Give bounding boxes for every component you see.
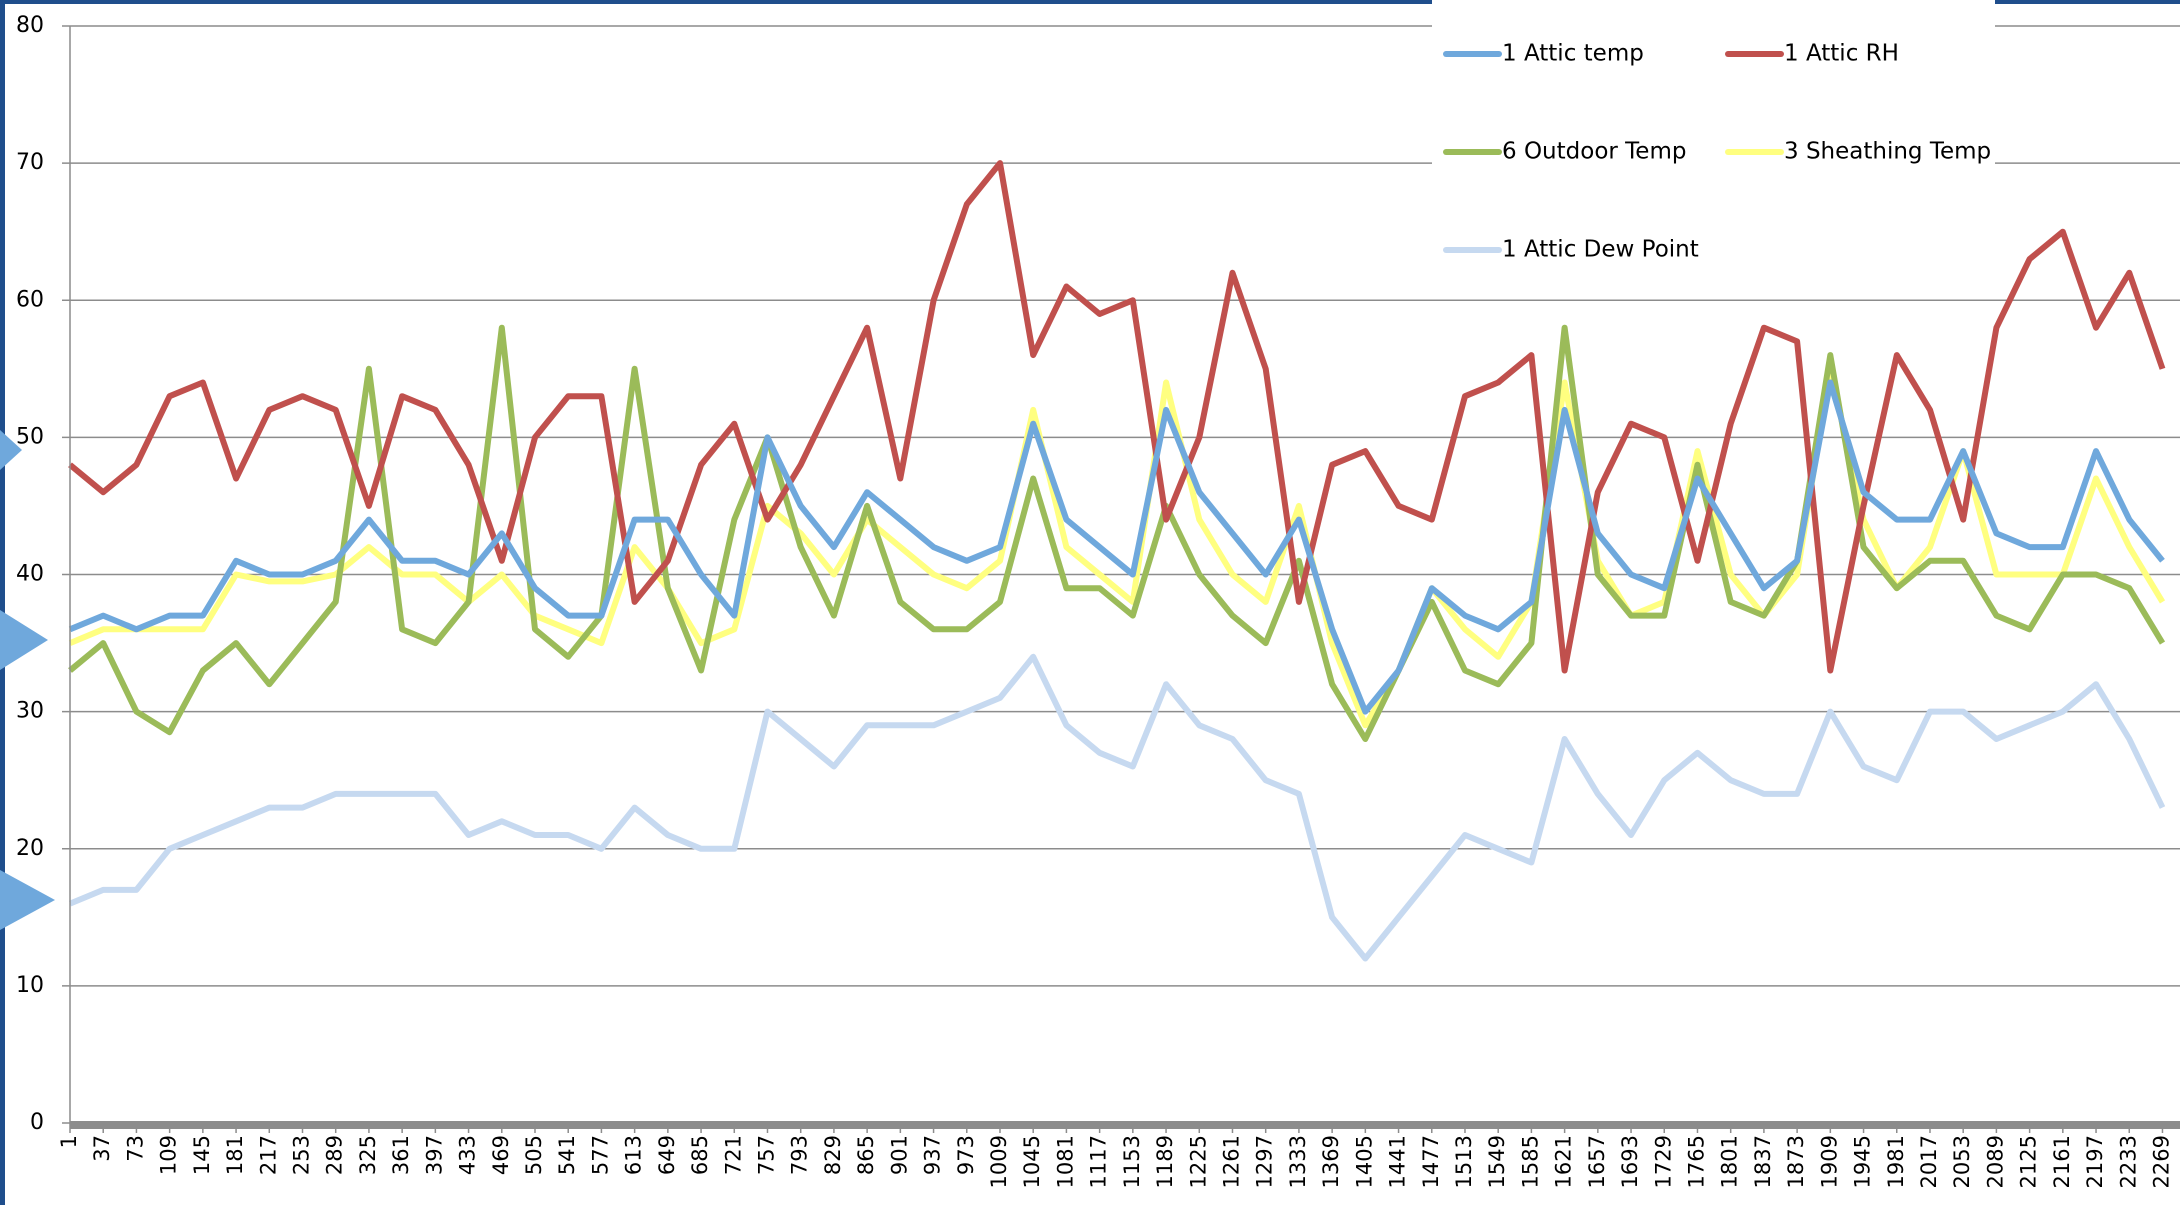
x-tick-label: 793: [788, 1135, 812, 1175]
left-border: [0, 0, 5, 1205]
x-tick-label: 577: [588, 1135, 612, 1175]
x-tick-label: 1801: [1718, 1135, 1742, 1188]
x-tick-label: 829: [821, 1135, 845, 1175]
x-tick-label: 1297: [1253, 1135, 1277, 1188]
y-tick-label: 40: [16, 562, 44, 587]
x-tick-label: 2053: [1950, 1135, 1974, 1188]
y-tick-label: 0: [30, 1110, 44, 1135]
x-tick-label: 361: [389, 1135, 413, 1175]
x-tick-label: 397: [422, 1135, 446, 1175]
x-tick-label: 1513: [1452, 1135, 1476, 1188]
x-tick-label: 2161: [2050, 1135, 2074, 1188]
x-tick-label: 325: [356, 1135, 380, 1175]
x-tick-label: 1729: [1651, 1135, 1675, 1188]
x-tick-label: 613: [622, 1135, 646, 1175]
x-tick-label: 109: [157, 1135, 181, 1175]
x-tick-label: 1621: [1552, 1135, 1576, 1188]
legend-label: 1 Attic RH: [1784, 41, 1899, 67]
x-tick-label: 1225: [1186, 1135, 1210, 1188]
x-tick-label: 1585: [1518, 1135, 1542, 1188]
x-tick-label: 1405: [1352, 1135, 1376, 1188]
x-tick-label: 1333: [1286, 1135, 1310, 1188]
x-tick-label: 685: [688, 1135, 712, 1175]
y-tick-label: 30: [16, 699, 44, 724]
x-tick-label: 1081: [1053, 1135, 1077, 1188]
x-tick-label: 2017: [1917, 1135, 1941, 1188]
x-tick-label: 973: [954, 1135, 978, 1175]
x-tick-label: 1189: [1153, 1135, 1177, 1188]
legend-box: [1432, 0, 1995, 299]
x-tick-label: 757: [754, 1135, 778, 1175]
x-tick-label: 73: [123, 1135, 147, 1162]
x-tick-label: 1117: [1087, 1135, 1111, 1188]
series-line: [68, 160, 2166, 674]
x-tick-label: 1693: [1618, 1135, 1642, 1188]
x-tick-label: 2125: [2017, 1135, 2041, 1188]
x-tick-label: 1477: [1419, 1135, 1443, 1188]
x-tick-label: 1549: [1485, 1135, 1509, 1188]
series-line: [68, 324, 2166, 742]
x-tick-label: 1945: [1851, 1135, 1875, 1188]
x-tick-label: 721: [721, 1135, 745, 1175]
x-tick-label: 1153: [1120, 1135, 1144, 1188]
series-line: [68, 379, 2165, 715]
x-tick-label: 217: [256, 1135, 280, 1175]
lines: [68, 160, 2166, 962]
y-tick-label: 50: [16, 424, 44, 449]
side-handle[interactable]: [0, 430, 22, 470]
x-tick-label: 1909: [1817, 1135, 1841, 1188]
y-tick-label: 20: [16, 836, 44, 861]
x-tick-label: 469: [489, 1135, 513, 1175]
y-tick-label: 10: [16, 973, 44, 998]
x-tick-label: 433: [456, 1135, 480, 1175]
x-tick-label: 2089: [1983, 1135, 2007, 1188]
x-tick-label: 145: [190, 1135, 214, 1175]
y-tick-label: 80: [16, 13, 44, 38]
x-tick-label: 1045: [1020, 1135, 1044, 1188]
x-tick-label: 901: [887, 1135, 911, 1175]
legend-label: 1 Attic Dew Point: [1502, 237, 1699, 263]
y-tick-label: 60: [16, 287, 44, 312]
legend: 1 Attic temp 1 Attic RH 6 Outdoor Temp 3 Sh…: [1432, 0, 1995, 299]
x-tick-label: 1369: [1319, 1135, 1343, 1188]
x-tick-label: 2197: [2083, 1135, 2107, 1188]
x-tick-label: 649: [655, 1135, 679, 1175]
x-tick-label: 1657: [1585, 1135, 1609, 1188]
x-tick-label: 1441: [1386, 1135, 1410, 1188]
side-handle[interactable]: [0, 610, 48, 670]
x-tick-label: 1765: [1684, 1135, 1708, 1188]
x-tick-label: 937: [921, 1135, 945, 1175]
x-tick-label: 2269: [2149, 1135, 2173, 1188]
legend-label: 3 Sheathing Temp: [1784, 139, 1991, 165]
series-line: [68, 365, 2166, 729]
x-tick-label: 1837: [1751, 1135, 1775, 1188]
x-tick-label: 541: [555, 1135, 579, 1175]
legend-label: 1 Attic temp: [1502, 41, 1644, 67]
series-line: [68, 653, 2166, 962]
x-axis: [70, 1121, 2180, 1129]
y-tick-label: 70: [16, 150, 44, 175]
x-tick-label: 1261: [1219, 1135, 1243, 1188]
x-tick-label: 253: [289, 1135, 313, 1175]
x-tick-label: 2233: [2116, 1135, 2140, 1188]
side-handle[interactable]: [0, 870, 55, 930]
x-tick-label: 1009: [987, 1135, 1011, 1188]
x-tick-label: 865: [854, 1135, 878, 1175]
x-tick-label: 37: [90, 1135, 114, 1162]
axes: 0 10 20 30 40 50 60 70 80 1 37 73 109 145 181 217 253 289…: [16, 13, 2180, 1188]
top-border: [0, 0, 2180, 4]
x-tick-label: 505: [522, 1135, 546, 1175]
x-tick-label: 289: [323, 1135, 347, 1175]
x-tick-label: 181: [223, 1135, 247, 1175]
x-tick-label: 1: [57, 1135, 81, 1148]
x-tick-label: 1873: [1784, 1135, 1808, 1188]
legend-label: 6 Outdoor Temp: [1502, 139, 1686, 165]
x-tick-label: 1981: [1884, 1135, 1908, 1188]
